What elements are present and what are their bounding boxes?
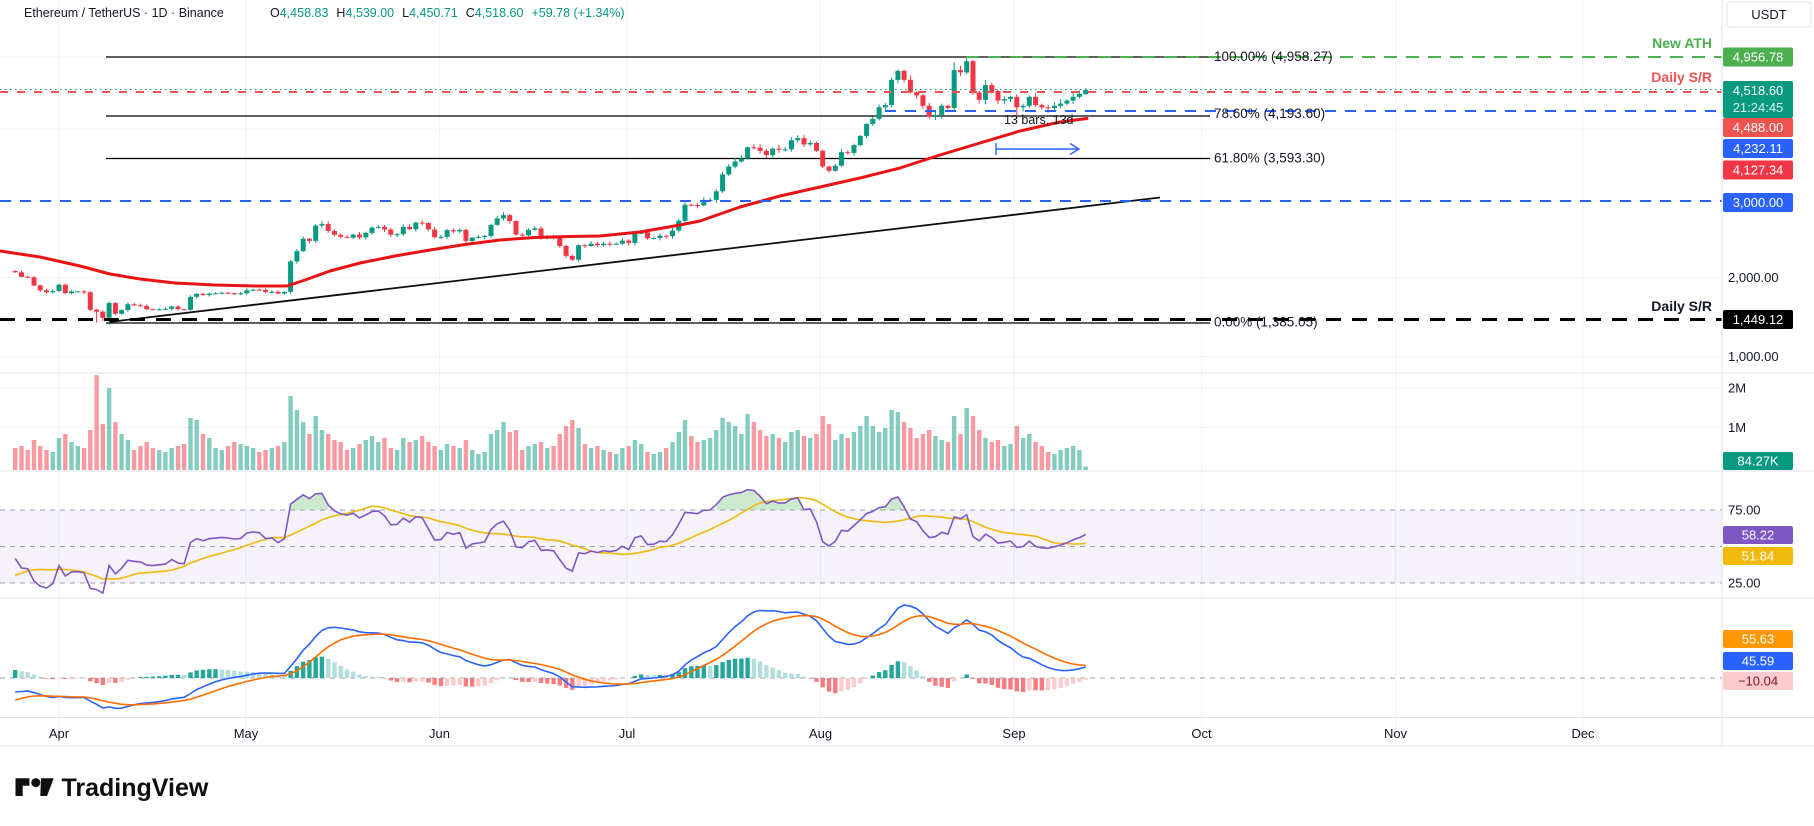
- svg-text:2M: 2M: [1728, 381, 1746, 396]
- svg-text:3,000.00: 3,000.00: [1733, 195, 1784, 210]
- svg-text:4,232.11: 4,232.11: [1733, 141, 1783, 156]
- svg-text:2,000.00: 2,000.00: [1728, 270, 1779, 285]
- svg-text:Daily S/R: Daily S/R: [1651, 298, 1712, 314]
- svg-text:1,449.12: 1,449.12: [1733, 312, 1784, 327]
- svg-text:USDT: USDT: [1751, 7, 1786, 22]
- svg-text:Ethereum / TetherUS · 1D · Bin: Ethereum / TetherUS · 1D · Binance O4,458…: [24, 6, 625, 20]
- svg-text:84.27K: 84.27K: [1737, 454, 1779, 469]
- svg-text:Sep: Sep: [1002, 726, 1025, 741]
- svg-text:4,488.00: 4,488.00: [1733, 120, 1784, 135]
- svg-text:51.84: 51.84: [1742, 549, 1775, 564]
- svg-text:New ATH: New ATH: [1652, 35, 1712, 51]
- svg-text:25.00: 25.00: [1728, 576, 1761, 591]
- svg-text:Nov: Nov: [1384, 726, 1408, 741]
- svg-text:75.00: 75.00: [1728, 503, 1761, 518]
- svg-text:1M: 1M: [1728, 420, 1746, 435]
- svg-text:Daily S/R: Daily S/R: [1651, 69, 1712, 85]
- svg-text:78.60% (4,193.60): 78.60% (4,193.60): [1214, 106, 1325, 121]
- svg-text:4,956.78: 4,956.78: [1733, 50, 1784, 65]
- svg-text:Oct: Oct: [1191, 726, 1212, 741]
- svg-text:Dec: Dec: [1571, 726, 1595, 741]
- svg-text:13 bars, 13d: 13 bars, 13d: [1004, 113, 1074, 127]
- svg-text:4,518.60: 4,518.60: [1733, 83, 1784, 98]
- svg-text:58.22: 58.22: [1742, 528, 1775, 543]
- svg-text:4,127.34: 4,127.34: [1733, 163, 1784, 178]
- svg-text:55.63: 55.63: [1742, 632, 1775, 647]
- svg-text:Apr: Apr: [49, 726, 70, 741]
- svg-text:Aug: Aug: [809, 726, 832, 741]
- svg-text:21:24:45: 21:24:45: [1733, 100, 1784, 115]
- svg-text:Jun: Jun: [429, 726, 450, 741]
- svg-text:Jul: Jul: [619, 726, 636, 741]
- svg-text:TradingView: TradingView: [62, 774, 209, 802]
- svg-text:0.00% (1,385.05): 0.00% (1,385.05): [1214, 315, 1318, 330]
- svg-text:1,000.00: 1,000.00: [1728, 349, 1779, 364]
- svg-text:May: May: [234, 726, 259, 741]
- svg-text:−10.04: −10.04: [1738, 674, 1778, 689]
- svg-text:61.80% (3,593.30): 61.80% (3,593.30): [1214, 151, 1325, 166]
- svg-text:100.00% (4,958.27): 100.00% (4,958.27): [1214, 49, 1333, 64]
- svg-text:45.59: 45.59: [1742, 654, 1775, 669]
